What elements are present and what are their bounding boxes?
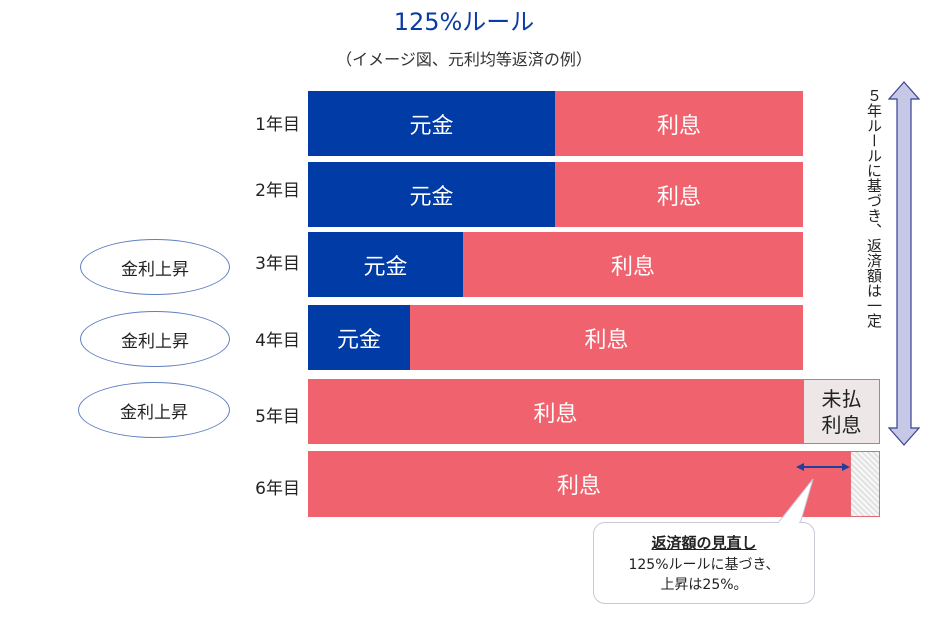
unpaid-interest-box: 未払 利息: [803, 379, 880, 444]
diagram-title: 125%ルール: [393, 8, 535, 36]
interest-bar-year-3: 利息: [463, 232, 803, 297]
callout-title: 返済額の見直し: [651, 534, 757, 552]
year-label-6: 6年目: [255, 479, 300, 499]
diagram-subtitle: （イメージ図、元利均等返済の例）: [336, 50, 592, 69]
principal-bar-year-2: 元金: [308, 162, 555, 227]
five-year-rule-double-arrow: [887, 81, 921, 446]
rate-rise-oval-year-3: 金利上昇: [80, 239, 230, 295]
callout-box: [593, 522, 815, 604]
rate-rise-oval-year-5: 金利上昇: [78, 382, 230, 438]
rate-rise-oval-year-4: 金利上昇: [80, 311, 230, 367]
year-label-3: 3年目: [255, 254, 300, 274]
interest-bar-year-4: 利息: [410, 305, 803, 370]
interest-bar-year-5: 利息: [308, 379, 803, 444]
year-label-5: 5年目: [255, 407, 300, 427]
callout-line-2: 上昇は25%。: [660, 577, 748, 593]
interest-bar-year-2: 利息: [555, 162, 803, 227]
payment-increase-arrow: [796, 463, 850, 471]
unpaid-label-line-1: 未払: [821, 386, 862, 411]
year-label-2: 2年目: [255, 181, 300, 201]
principal-bar-year-3: 元金: [308, 232, 463, 297]
year-label-4: 4年目: [255, 331, 300, 351]
interest-bar-year-1: 利息: [555, 91, 803, 156]
principal-bar-year-1: 元金: [308, 91, 555, 156]
unpaid-label-line-2: 利息: [821, 412, 862, 437]
five-year-rule-label: ５年ルールに基づき、返済額は一定: [865, 88, 883, 328]
principal-bar-year-4: 元金: [308, 305, 410, 370]
interest-bar-year-6: 利息: [308, 451, 850, 517]
callout-line-1: 125%ルールに基づき、: [628, 557, 780, 573]
hatched-extension-year-6: [850, 451, 880, 517]
year-label-1: 1年目: [255, 115, 300, 135]
